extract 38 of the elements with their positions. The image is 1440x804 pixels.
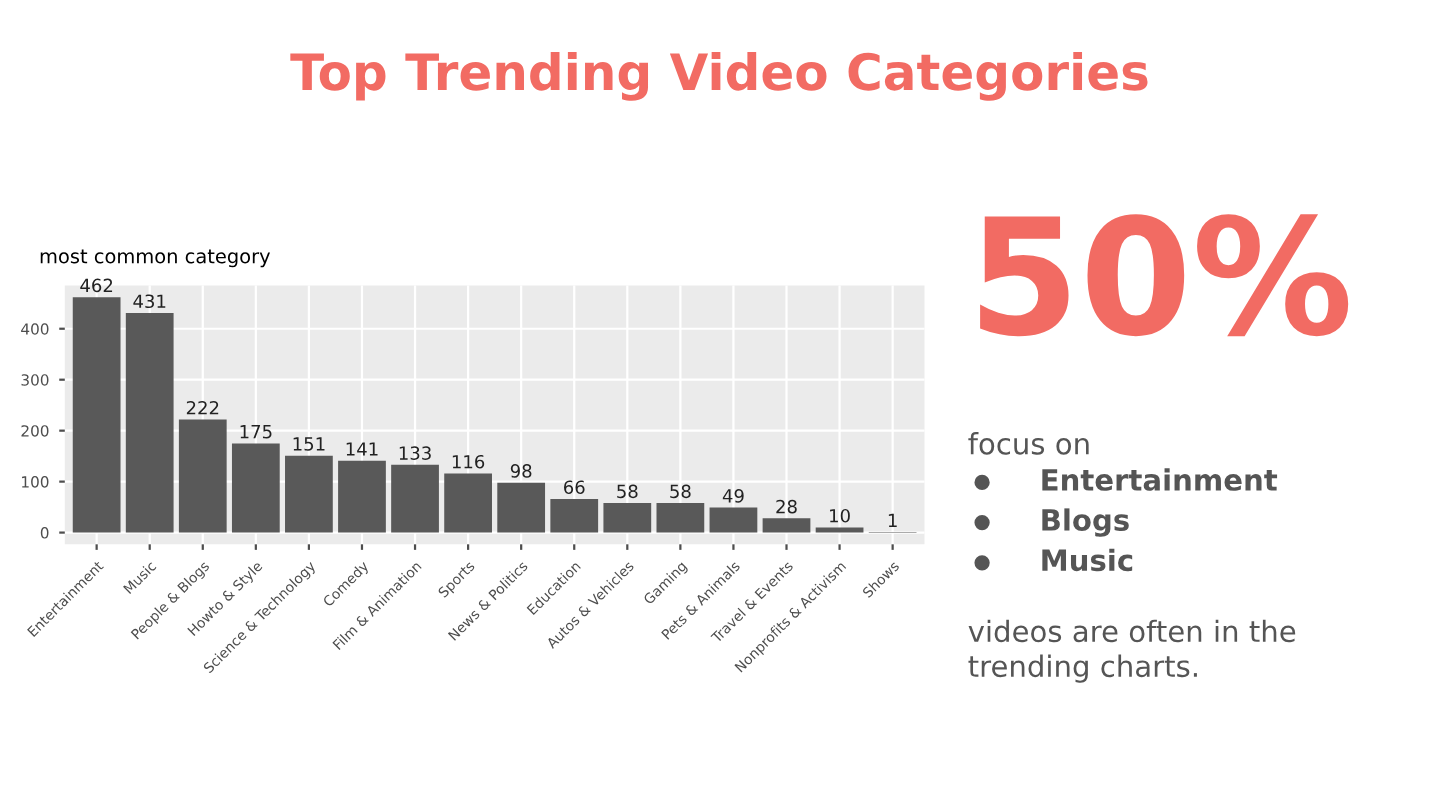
text: 50% (980, 214, 1349, 337)
bar (125, 312, 174, 533)
data-label: 10 (830, 508, 850, 523)
bar (285, 455, 333, 533)
data-label: 151 (293, 437, 325, 451)
data-label: 133 (399, 446, 431, 460)
data-label: 222 (186, 400, 219, 415)
bar (178, 419, 227, 533)
bar (497, 482, 546, 533)
bar (603, 503, 652, 533)
text: focus on (968, 432, 1089, 455)
data-label: 116 (452, 454, 485, 469)
bar (550, 498, 599, 533)
data-label: 98 (510, 464, 532, 478)
bar (444, 473, 492, 533)
bar (656, 503, 705, 533)
data-label: 462 (80, 278, 113, 293)
text: Blogs (1042, 508, 1129, 537)
data-label: 49 (722, 489, 744, 503)
chart-subtitle: most common category (40, 249, 271, 268)
data-label: 141 (346, 442, 378, 456)
data-label: 1 (888, 513, 897, 527)
data-label: 431 (133, 294, 166, 309)
text: Entertainment (1042, 468, 1278, 491)
bar (709, 507, 758, 533)
bar (338, 460, 386, 533)
text: videos are often in the trending charts. (968, 619, 1296, 683)
bar (815, 527, 864, 533)
data-label: 58 (670, 484, 691, 499)
bar (72, 297, 121, 533)
bar (231, 443, 280, 533)
data-label: 175 (240, 425, 272, 439)
bar (391, 464, 439, 533)
data-label: 66 (564, 480, 585, 495)
chart-title: Top Trending Video Categories (290, 51, 1148, 101)
data-label: 28 (776, 499, 797, 514)
bar (762, 518, 811, 533)
data-label: 58 (617, 484, 638, 499)
